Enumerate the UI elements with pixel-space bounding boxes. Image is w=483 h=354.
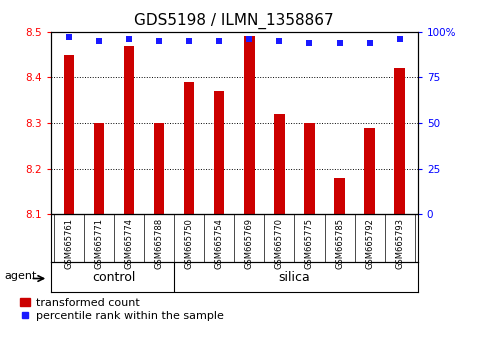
Text: GSM665750: GSM665750: [185, 218, 194, 269]
Bar: [244, 36, 255, 214]
Bar: [395, 68, 405, 214]
Bar: [214, 91, 225, 214]
Text: silica: silica: [279, 270, 310, 284]
Text: GSM665793: GSM665793: [395, 218, 404, 269]
Text: GSM665769: GSM665769: [245, 218, 254, 269]
Text: GSM665775: GSM665775: [305, 218, 314, 269]
Bar: [274, 114, 284, 214]
Text: GSM665770: GSM665770: [275, 218, 284, 269]
Text: GSM665788: GSM665788: [155, 218, 164, 269]
Text: GSM665785: GSM665785: [335, 218, 344, 269]
Text: GSM665771: GSM665771: [94, 218, 103, 269]
Bar: [334, 178, 345, 214]
Title: GDS5198 / ILMN_1358867: GDS5198 / ILMN_1358867: [134, 13, 334, 29]
Legend: transformed count, percentile rank within the sample: transformed count, percentile rank withi…: [20, 298, 224, 321]
Text: GSM665774: GSM665774: [125, 218, 133, 269]
Bar: [63, 55, 74, 214]
Bar: [364, 127, 375, 214]
Text: control: control: [92, 270, 136, 284]
Bar: [94, 123, 104, 214]
Bar: [154, 123, 164, 214]
Text: GSM665754: GSM665754: [215, 218, 224, 269]
Bar: [124, 46, 134, 214]
Bar: [184, 82, 194, 214]
Text: agent: agent: [4, 270, 36, 280]
Bar: [304, 123, 315, 214]
Text: GSM665792: GSM665792: [365, 218, 374, 269]
Text: GSM665761: GSM665761: [64, 218, 73, 269]
